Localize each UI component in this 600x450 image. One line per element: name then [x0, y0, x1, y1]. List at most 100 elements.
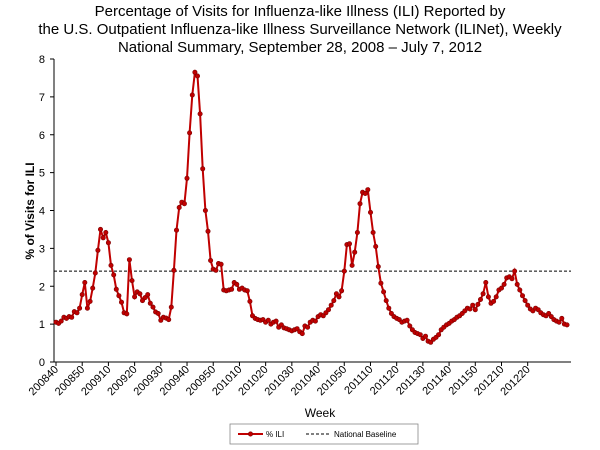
- ili-data-point: [247, 298, 253, 304]
- ili-data-point: [184, 175, 190, 181]
- ili-data-point: [491, 298, 497, 304]
- ili-data-point: [367, 209, 373, 215]
- ili-data-point: [79, 292, 85, 298]
- ili-data-point: [192, 69, 198, 75]
- ili-data-point: [119, 299, 125, 305]
- y-tick-label: 3: [39, 243, 45, 255]
- ili-data-point: [205, 228, 211, 234]
- ili-data-point: [362, 191, 368, 197]
- ili-data-point: [166, 317, 172, 323]
- ili-data-point: [77, 305, 83, 311]
- ili-data-point: [58, 318, 64, 324]
- y-tick-label: 4: [39, 206, 45, 218]
- ili-data-point: [509, 276, 515, 282]
- ili-data-point: [273, 318, 279, 324]
- ili-data-point: [299, 331, 305, 337]
- ili-data-point: [546, 310, 552, 316]
- x-axis-title: Week: [305, 406, 336, 420]
- ili-data-point: [388, 310, 394, 316]
- ili-data-point: [470, 302, 476, 308]
- legend: % ILI National Baseline: [229, 423, 419, 445]
- ili-data-point: [171, 267, 177, 273]
- ili-data-point: [417, 332, 423, 338]
- ili-data-point: [265, 317, 271, 323]
- ili-data-point: [556, 319, 562, 325]
- ili-data-point: [480, 291, 486, 297]
- ili-data-point: [92, 270, 98, 276]
- y-tick-label: 6: [39, 130, 45, 142]
- ili-data-point: [467, 306, 473, 312]
- ili-data-point: [195, 73, 201, 79]
- legend-label-ili: % ILI: [266, 430, 284, 439]
- chart-title-line-2: the U.S. Outpatient Influenza-like Illne…: [38, 21, 562, 38]
- ili-data-point: [234, 281, 240, 287]
- legend-ili-marker-swatch: [248, 431, 254, 437]
- ili-data-point: [218, 261, 224, 267]
- y-tick-label: 8: [39, 54, 45, 66]
- y-tick-label: 5: [39, 168, 45, 180]
- ili-data-point: [339, 288, 345, 294]
- ili-data-point: [74, 310, 80, 316]
- y-axis: 0 1 2 3 4 5 6 7 8: [39, 54, 55, 369]
- ili-data-point: [381, 289, 387, 295]
- ili-data-point: [498, 285, 504, 291]
- ili-data-point: [229, 286, 235, 292]
- ili-data-point: [208, 257, 214, 263]
- ili-data-point: [174, 227, 180, 233]
- ili-data-point: [124, 311, 130, 317]
- ili-data-point: [472, 307, 478, 313]
- ili-data-point: [90, 285, 96, 291]
- ili-data-point: [197, 111, 203, 117]
- ili-data-point: [244, 288, 250, 294]
- ili-data-point: [378, 280, 384, 286]
- ili-data-point: [375, 264, 381, 270]
- y-tick-label: 1: [39, 319, 45, 331]
- ili-data-point: [95, 247, 101, 253]
- ili-data-point: [98, 226, 104, 232]
- ili-data-point: [147, 300, 153, 306]
- ili-data-point: [87, 298, 93, 304]
- chart-title-line-3: National Summary, September 28, 2008 – J…: [117, 39, 483, 56]
- ili-data-point: [328, 302, 334, 308]
- ili-data-point: [357, 201, 363, 207]
- y-tick-label: 2: [39, 281, 45, 293]
- ili-data-point: [517, 287, 523, 293]
- ili-series-points: [53, 69, 570, 345]
- ili-data-point: [108, 262, 114, 268]
- ili-data-point: [100, 235, 106, 241]
- ili-data-point: [150, 304, 156, 310]
- ili-data-point: [200, 166, 206, 172]
- ili-data-point: [126, 257, 132, 263]
- x-tick-label: 201220: [498, 364, 532, 398]
- x-axis: 2008402008502009102009202009302009402009…: [27, 361, 571, 398]
- chart-title: Percentage of Visits for Influenza-like …: [0, 3, 600, 57]
- ili-data-point: [407, 323, 413, 329]
- ili-data-point: [137, 291, 143, 297]
- ili-data-point: [365, 187, 371, 193]
- ili-data-point: [325, 307, 331, 313]
- ili-data-point: [333, 291, 339, 297]
- y-axis-title: % of Visits for ILI: [23, 162, 37, 259]
- ili-data-point: [331, 298, 337, 304]
- ili-data-point: [336, 294, 342, 300]
- ili-data-point: [436, 332, 442, 338]
- ili-data-point: [82, 279, 88, 285]
- ili-data-point: [341, 268, 347, 274]
- ili-data-point: [305, 324, 311, 330]
- ili-data-point: [519, 293, 525, 299]
- ili-data-point: [189, 92, 195, 98]
- ili-data-point: [116, 293, 122, 299]
- chart-title-line-1: Percentage of Visits for Influenza-like …: [94, 3, 506, 20]
- ili-data-point: [525, 302, 531, 308]
- ili-data-point: [477, 296, 483, 302]
- ili-data-point: [105, 240, 111, 246]
- ili-data-point: [383, 298, 389, 304]
- ili-data-point: [514, 281, 520, 287]
- ili-data-point: [404, 317, 410, 323]
- ili-data-point: [129, 278, 135, 284]
- ili-data-point: [485, 294, 491, 300]
- ili-data-point: [501, 281, 507, 287]
- ili-data-point: [349, 262, 355, 268]
- ili-data-point: [352, 249, 358, 255]
